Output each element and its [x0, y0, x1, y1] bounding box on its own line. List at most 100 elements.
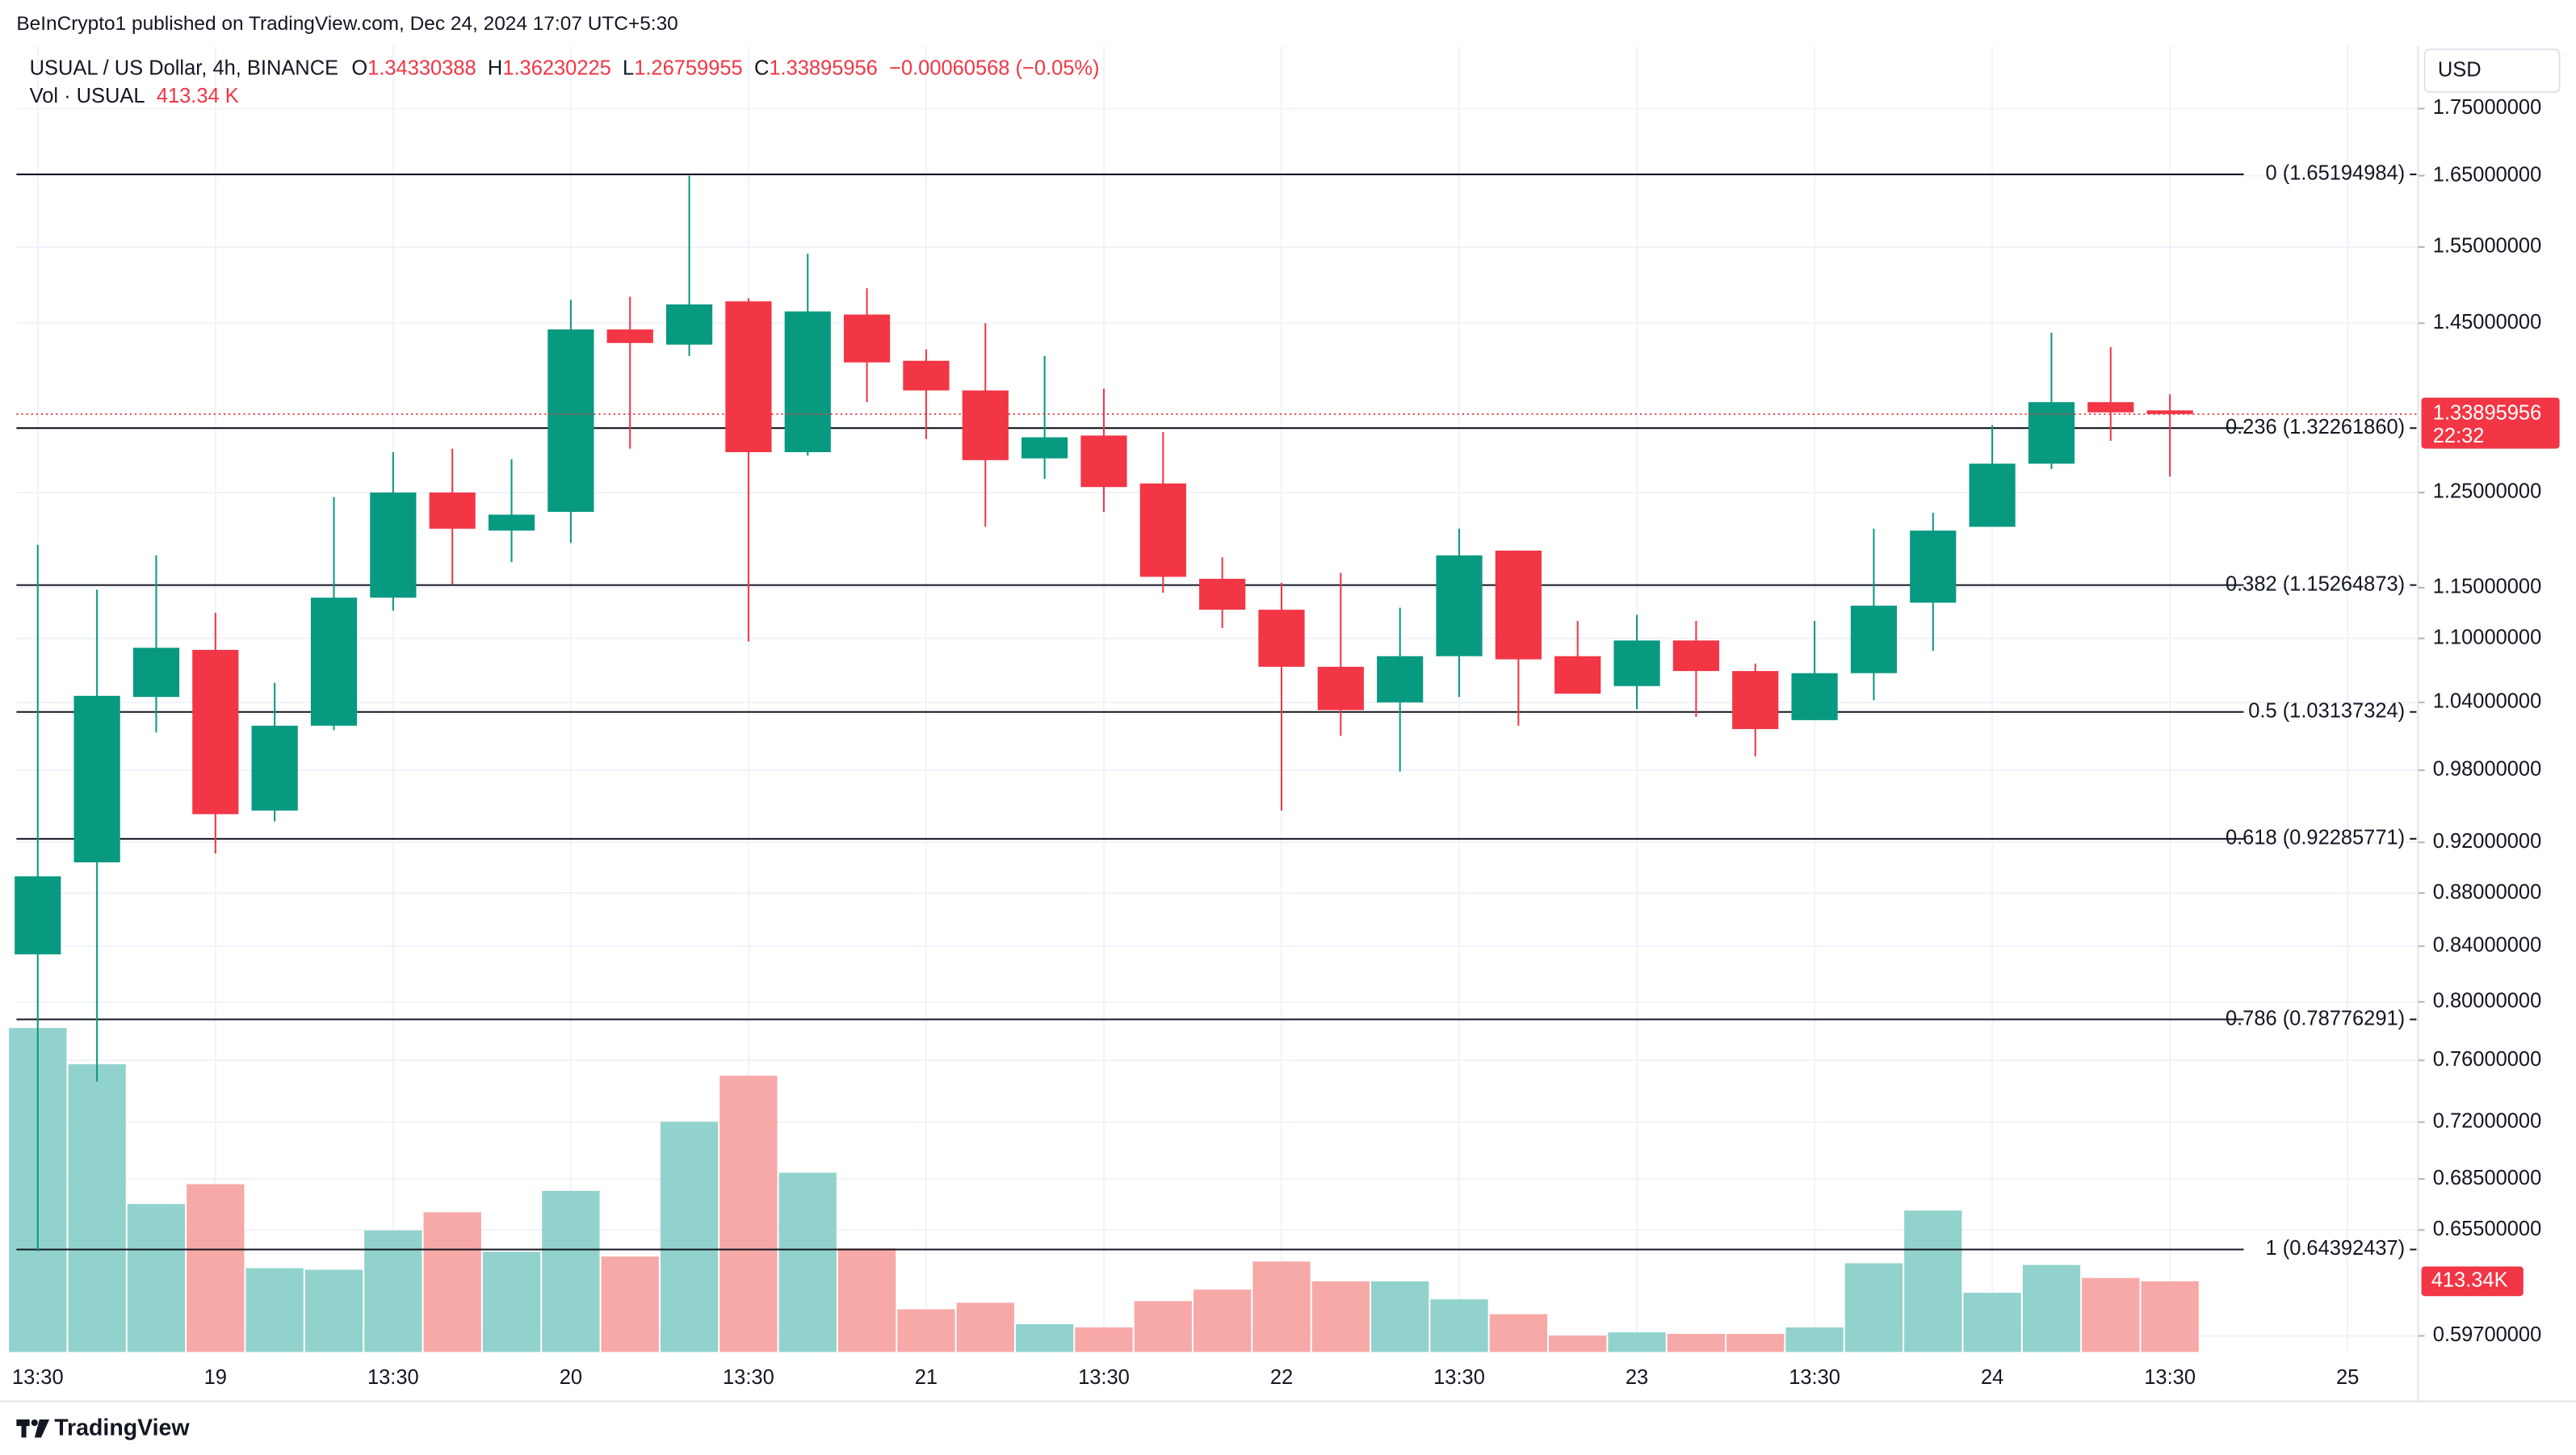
y-tick-label: 1.10000000: [2433, 626, 2541, 648]
volume-bar: [601, 1256, 659, 1352]
volume-bar: [1252, 1261, 1311, 1352]
legend-line: USUAL / US Dollar, 4h, BINANCE O1.3433038…: [30, 57, 1100, 79]
fib-label: 0.382 (1.15264873): [2226, 572, 2405, 595]
x-tick-label: 13:30: [2144, 1366, 2196, 1389]
last-price-box: [2421, 397, 2560, 449]
y-tick-label: 1.65000000: [2433, 163, 2541, 186]
volume-bar: [1075, 1327, 1133, 1352]
candle-body: [1377, 656, 1424, 702]
y-tick-label: 1.25000000: [2433, 480, 2541, 503]
candle-body: [192, 649, 239, 815]
volume-bar: [2082, 1277, 2140, 1352]
x-tick-label: 22: [1270, 1366, 1293, 1389]
volume-bar: [660, 1122, 719, 1352]
y-tick-label: 0.92000000: [2433, 830, 2541, 853]
ohlc-value: 1.36230225: [502, 57, 610, 79]
volume-title: Vol · USUAL: [30, 85, 145, 107]
candle-body: [843, 314, 891, 363]
fib-label: 0.618 (0.92285771): [2226, 827, 2405, 849]
volume-bar: [304, 1269, 363, 1352]
volume-bar: [1430, 1299, 1488, 1352]
candle-body: [548, 329, 594, 512]
ohlc-key: L: [623, 57, 634, 79]
candle-body: [606, 329, 653, 343]
ohlc-key: H: [488, 57, 502, 79]
candle-body: [251, 725, 298, 811]
candle-body: [1199, 578, 1246, 610]
x-tick-label: 13:30: [367, 1366, 419, 1389]
fib-label: 0 (1.65194984): [2265, 162, 2405, 185]
candle-body: [725, 301, 772, 453]
volume-value: 413.34 K: [157, 85, 239, 107]
fib-label: 0.236 (1.32261860): [2226, 416, 2405, 438]
volume-bar: [482, 1252, 541, 1352]
fib-label: 0.786 (0.78776291): [2226, 1007, 2405, 1029]
y-tick-label: 1.45000000: [2433, 311, 2541, 333]
volume-bar: [1667, 1334, 1726, 1352]
volume-bar: [1371, 1281, 1429, 1352]
y-tick-label: 0.65500000: [2433, 1218, 2541, 1240]
y-tick-label: 1.55000000: [2433, 235, 2541, 258]
y-tick-label: 0.59700000: [2433, 1323, 2541, 1346]
candle-body: [1022, 437, 1068, 459]
x-tick-label: 13:30: [12, 1366, 64, 1389]
candle-body: [15, 876, 61, 954]
x-tick-label: 13:30: [1078, 1366, 1130, 1389]
y-tick-label: 1.04000000: [2433, 690, 2541, 713]
candle-body: [1850, 606, 1898, 673]
volume-bar: [1608, 1332, 1666, 1352]
volume-bar: [1193, 1289, 1252, 1352]
candle-body: [2028, 402, 2075, 464]
fib-label: 0.5 (1.03137324): [2248, 699, 2405, 722]
x-tick-label: 24: [1981, 1366, 2003, 1389]
candle-body: [1317, 666, 1364, 711]
candle-body: [1554, 656, 1601, 694]
x-tick-label: 13:30: [723, 1366, 774, 1389]
volume-bar: [778, 1172, 837, 1352]
candle-body: [1732, 671, 1779, 729]
ohlc-value: 1.33895956: [769, 57, 877, 79]
volume-bar: [1726, 1334, 1785, 1352]
volume-bar: [2141, 1281, 2199, 1352]
volume-bar: [423, 1212, 481, 1352]
volume-bar: [1549, 1335, 1607, 1352]
volume-bar: [364, 1230, 422, 1352]
change: −0.00060568 (−0.05%): [889, 57, 1099, 79]
volume-bar: [1844, 1263, 1903, 1352]
volume-bar: [2022, 1264, 2081, 1352]
ohlc-value: 1.26759955: [634, 57, 742, 79]
volume-bar: [837, 1248, 896, 1352]
currency[interactable]: USD: [2438, 58, 2482, 81]
y-tick-label: 0.84000000: [2433, 934, 2541, 957]
candle-body: [73, 695, 120, 863]
candle-body: [1436, 555, 1483, 656]
candle-body: [429, 492, 476, 529]
volume-bar: [1311, 1281, 1370, 1352]
ohlc-value: 1.34330388: [367, 57, 476, 79]
volume-bar: [1015, 1323, 1074, 1352]
countdown: 22:32: [2433, 425, 2485, 447]
candle-body: [962, 390, 1009, 460]
brand: TradingView: [54, 1415, 190, 1441]
volume-bar: [897, 1309, 955, 1352]
y-tick-label: 0.80000000: [2433, 989, 2541, 1012]
y-tick-label: 0.76000000: [2433, 1048, 2541, 1071]
candle-body: [1613, 640, 1660, 686]
volume-bar: [68, 1064, 126, 1352]
y-tick-label: 1.15000000: [2433, 576, 2541, 598]
volume-bar: [1134, 1301, 1192, 1352]
ohlc-key: C: [754, 57, 769, 79]
x-tick-label: 13:30: [1789, 1366, 1840, 1389]
candle-body: [665, 304, 713, 345]
x-tick-label: 21: [915, 1366, 938, 1389]
candle-body: [1495, 550, 1542, 660]
candle-body: [784, 311, 831, 453]
volume-bar: [127, 1204, 186, 1352]
candle-body: [2146, 410, 2193, 414]
last-price-label: 1.33895956: [2433, 402, 2541, 425]
volume-bar: [1904, 1210, 1962, 1352]
candle-body: [488, 514, 535, 531]
currency-button[interactable]: [2423, 48, 2561, 94]
attribution: BeInCrypto1 published on TradingView.com…: [16, 13, 678, 35]
